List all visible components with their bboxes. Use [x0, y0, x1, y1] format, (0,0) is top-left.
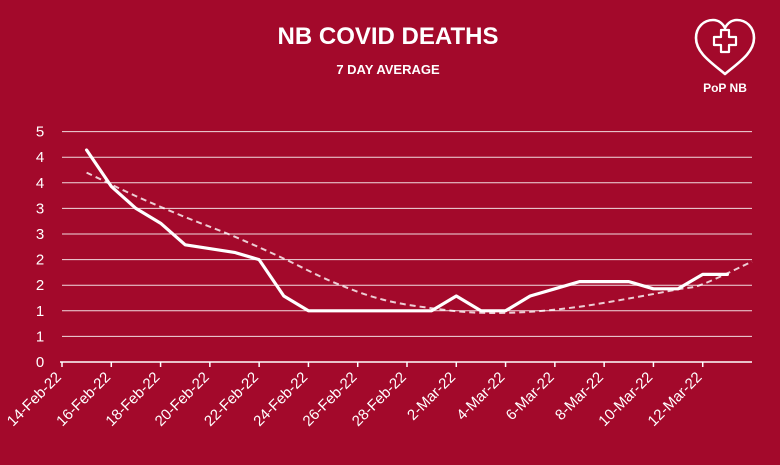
heart-plus-icon: [694, 18, 756, 76]
logo: PoP NB: [694, 18, 756, 95]
x-tick-label: 4-Mar-22: [453, 369, 508, 424]
chart-title: NB COVID DEATHS: [278, 23, 499, 50]
logo-text: PoP NB: [703, 81, 747, 95]
y-tick-label: 3: [36, 226, 44, 243]
x-tick-label: 28-Feb-22: [349, 369, 410, 430]
y-tick-label: 4: [36, 175, 44, 192]
y-tick-label: 0: [36, 354, 44, 371]
y-tick-label: 3: [36, 200, 44, 217]
y-axis-ticks: 0 1 1 2 2 3 3 4 4 5: [36, 124, 44, 371]
y-tick-label: 2: [36, 252, 44, 269]
y-tick-label: 2: [36, 277, 44, 294]
grid-lines: [62, 131, 752, 337]
x-tick-label: 12-Mar-22: [645, 369, 706, 430]
y-tick-label: 4: [36, 149, 44, 166]
x-axis-ticks: 14-Feb-2216-Feb-2218-Feb-2220-Feb-2222-F…: [4, 362, 706, 430]
series-line: [85, 148, 729, 313]
y-tick-label: 1: [36, 328, 44, 345]
x-tick-label: 2-Mar-22: [404, 369, 459, 424]
x-tick-label: 6-Mar-22: [503, 369, 558, 424]
trend-line: [86, 171, 753, 315]
chart-subtitle: 7 DAY AVERAGE: [336, 62, 440, 77]
y-tick-label: 5: [36, 124, 44, 141]
y-tick-label: 1: [36, 303, 44, 320]
